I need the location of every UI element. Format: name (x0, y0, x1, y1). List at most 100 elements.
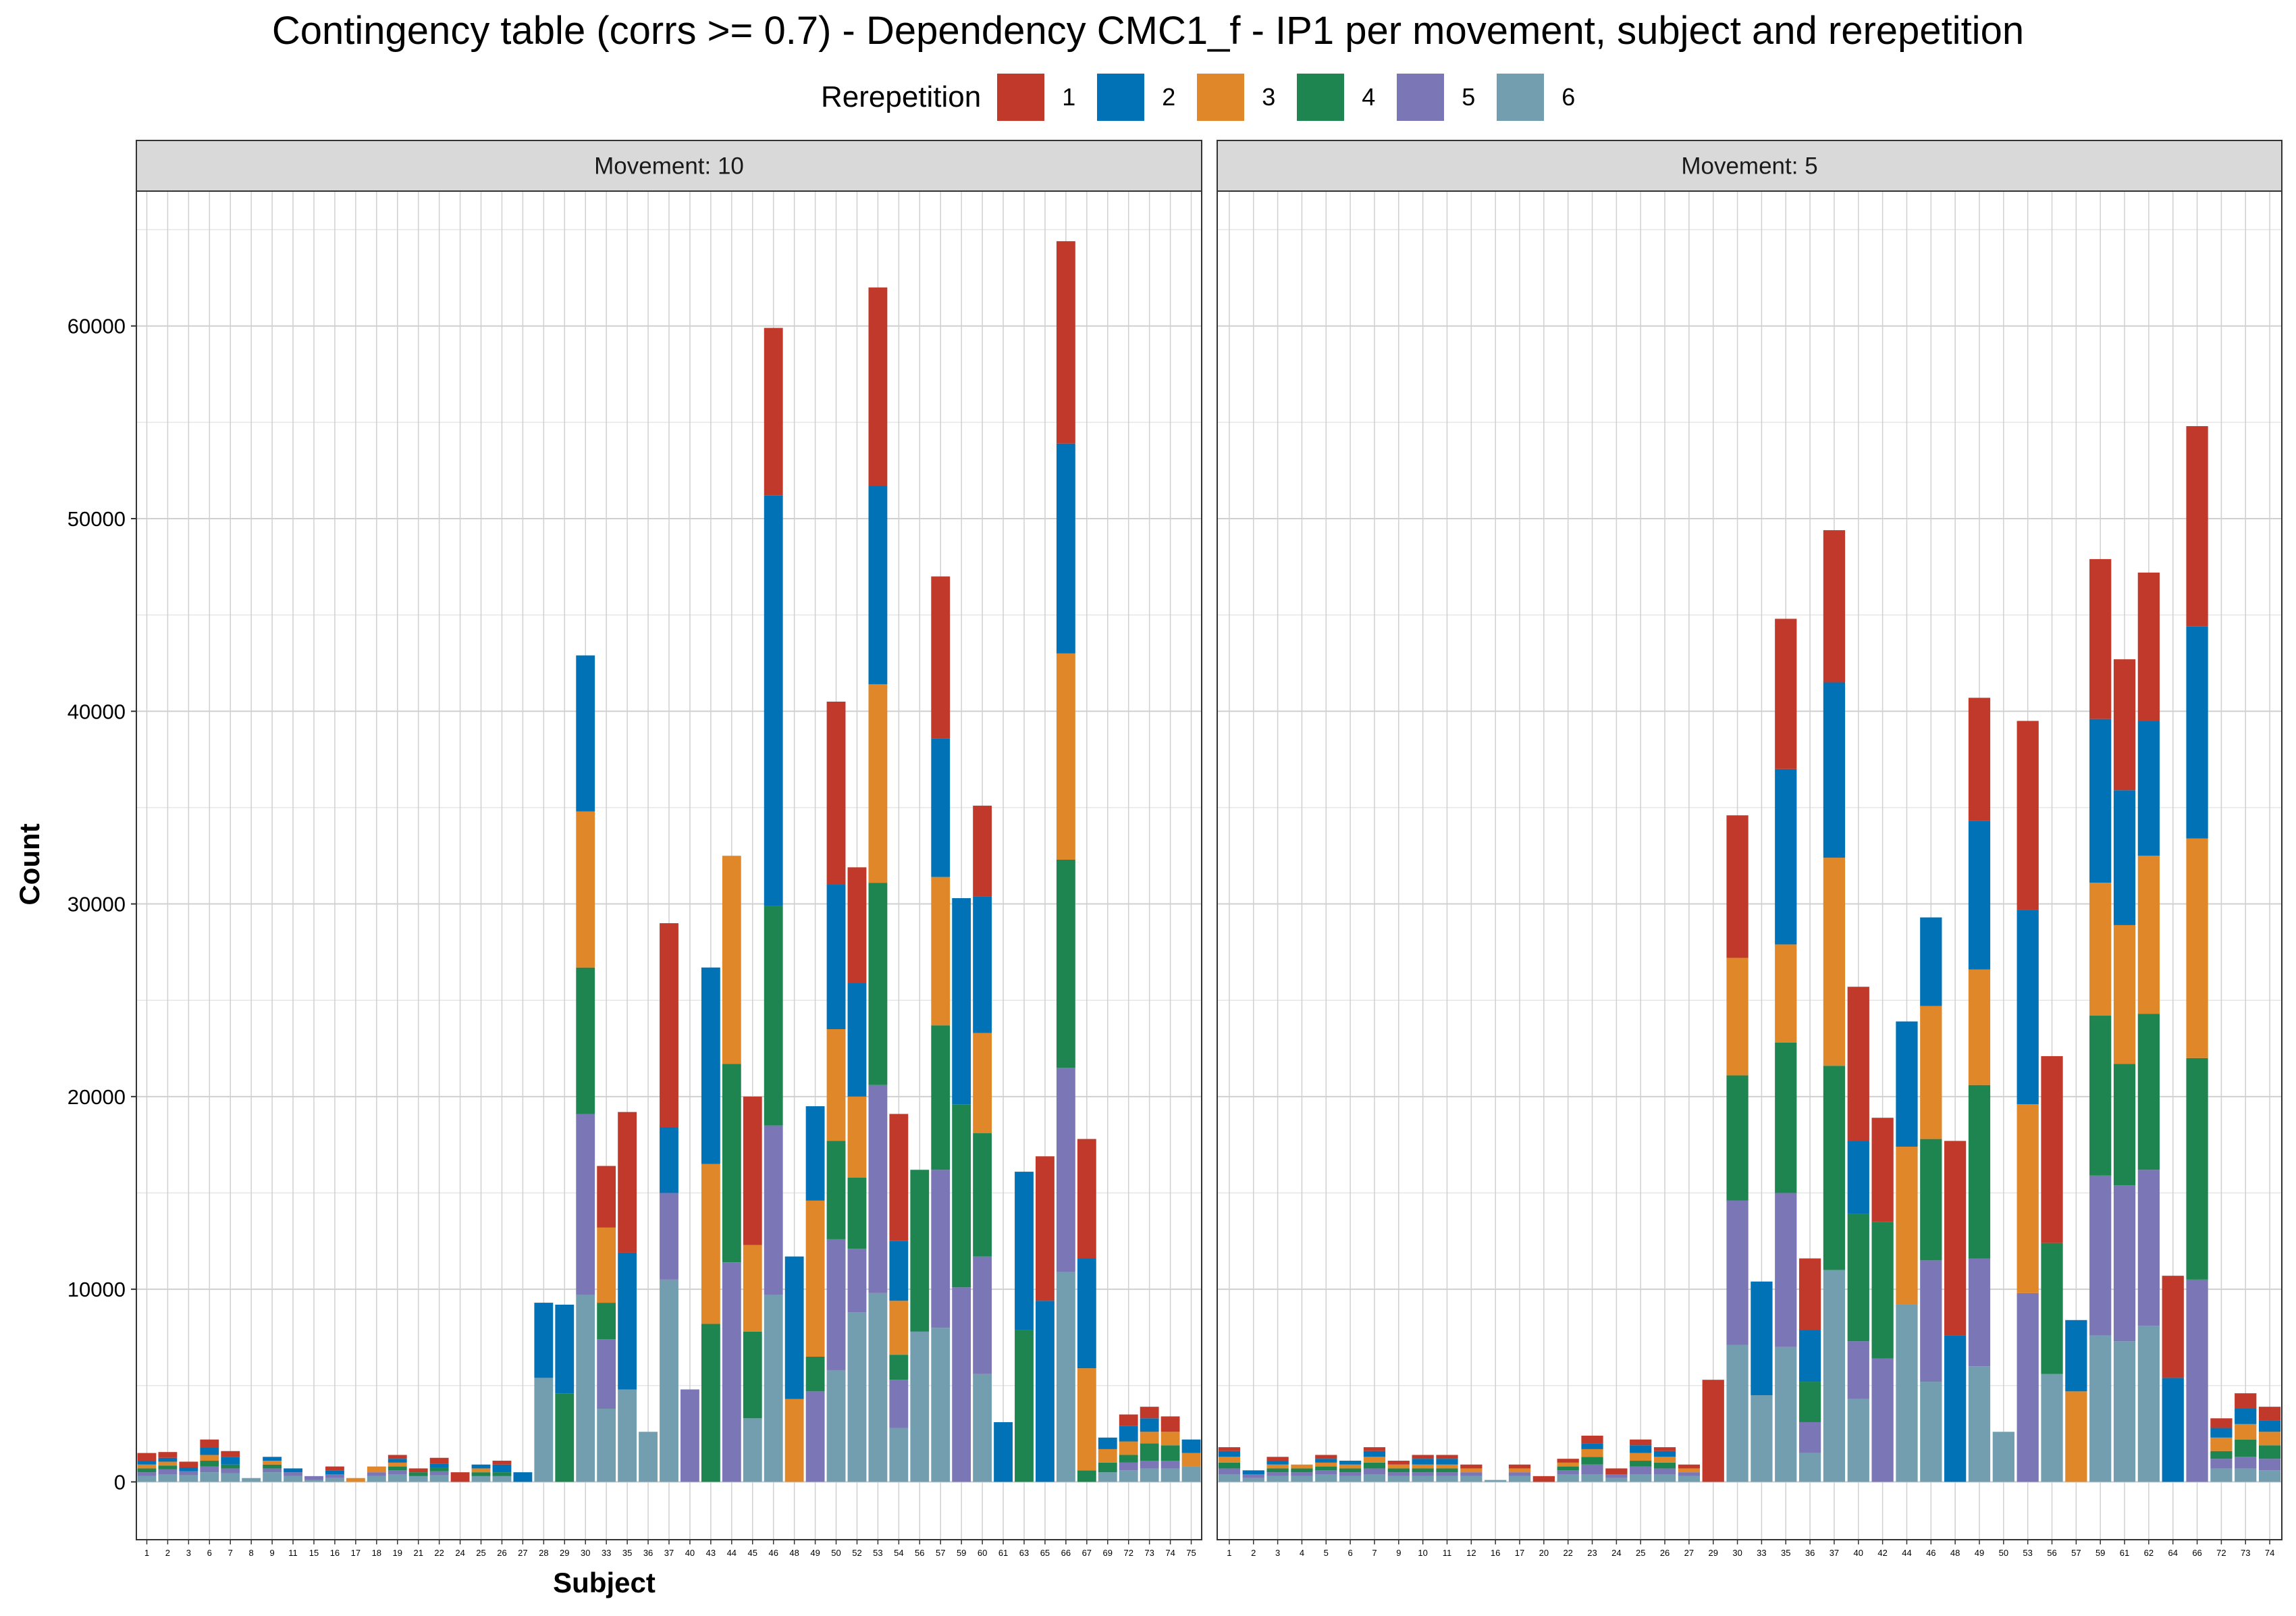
x-tick-label: 35 (1781, 1548, 1790, 1558)
bar-segment-subject-46-rep-4 (1920, 1139, 1942, 1261)
bar-segment-subject-23-rep-4 (1581, 1457, 1603, 1465)
bar-segment-subject-33-rep-1 (597, 1166, 616, 1228)
legend-swatch-4 (1297, 74, 1345, 121)
bar-segment-subject-75-rep-6 (1181, 1466, 1201, 1482)
bar-segment-subject-60-rep-3 (973, 1033, 992, 1134)
x-tick-label: 60 (978, 1548, 987, 1558)
x-tick-label: 48 (789, 1548, 799, 1558)
bar-segment-subject-2-rep-5 (1242, 1474, 1264, 1478)
bar-segment-subject-7-rep-6 (1363, 1474, 1386, 1482)
bar-segment-subject-59-rep-5 (2089, 1175, 2112, 1336)
bar-segment-subject-54-rep-2 (889, 1241, 909, 1301)
legend-swatch-2 (1097, 74, 1145, 121)
bar-segment-subject-7-rep-2 (1363, 1451, 1386, 1457)
x-tick-label: 44 (727, 1548, 737, 1558)
x-tick-label: 15 (309, 1548, 319, 1558)
bar-segment-subject-36-rep-6 (1798, 1453, 1821, 1482)
bar-segment-subject-35-rep-1 (1775, 619, 1797, 769)
bar-segment-subject-5-rep-4 (1315, 1466, 1337, 1471)
x-tick-label: 24 (455, 1548, 464, 1558)
bar-segment-subject-17-rep-6 (1508, 1476, 1531, 1482)
x-tick-label: 35 (622, 1548, 632, 1558)
x-tick-label: 72 (2216, 1548, 2226, 1558)
bar-segment-subject-9-rep-4 (1387, 1468, 1410, 1473)
x-tick-label: 66 (1061, 1548, 1071, 1558)
legend-item-2: 2 (1097, 74, 1197, 121)
bar-segment-subject-45-rep-4 (743, 1331, 762, 1419)
bar-segment-subject-69-rep-3 (1098, 1449, 1117, 1463)
bar-segment-subject-61-rep-1 (2113, 659, 2136, 791)
bar-segment-subject-16-rep-6 (325, 1478, 344, 1482)
bar-segment-subject-15-rep-6 (304, 1480, 323, 1482)
bar-segment-subject-18-rep-5 (367, 1472, 386, 1476)
bar-segment-subject-19-rep-2 (388, 1459, 407, 1463)
bar-segment-subject-9-rep-4 (263, 1464, 282, 1469)
bar-segment-subject-65-rep-1 (1036, 1156, 1054, 1301)
bar-segment-subject-53-rep-3 (868, 684, 888, 883)
legend-label-1: 1 (1062, 83, 1076, 111)
bar-segment-subject-6-rep-1 (200, 1439, 219, 1448)
bar-segment-subject-33-rep-6 (597, 1409, 616, 1482)
bar-segment-subject-22-rep-5 (429, 1471, 449, 1476)
bar-segment-subject-59-rep-6 (2089, 1335, 2112, 1482)
bar-segment-subject-7-rep-4 (221, 1464, 240, 1469)
bar-segment-subject-30-rep-4 (576, 967, 595, 1114)
bar-segment-subject-6-rep-5 (1339, 1472, 1362, 1476)
bar-segment-subject-30-rep-6 (576, 1295, 595, 1482)
bar-segment-subject-74-rep-6 (1160, 1468, 1180, 1482)
bar-segment-subject-26-rep-3 (1653, 1457, 1676, 1463)
bar-segment-subject-27-rep-1 (1678, 1464, 1701, 1469)
bar-segment-subject-49-rep-5 (805, 1391, 825, 1482)
bar-segment-subject-56-rep-4 (2041, 1243, 2063, 1374)
x-tick-label: 19 (393, 1548, 402, 1558)
bar-segment-subject-29-rep-4 (555, 1393, 575, 1482)
x-tick-label: 5 (1324, 1548, 1329, 1558)
bar-segment-subject-49-rep-2 (805, 1106, 825, 1201)
bar-segment-subject-42-rep-5 (1871, 1358, 1894, 1482)
bar-segment-subject-11-rep-2 (284, 1468, 302, 1473)
legend-title: Rerepetition (821, 80, 982, 113)
bar-segment-subject-3-rep-6 (179, 1475, 198, 1482)
bar-segment-subject-28-rep-6 (534, 1378, 554, 1482)
bar-segment-subject-66-rep-1 (1056, 241, 1075, 444)
bar-segment-subject-74-rep-2 (2258, 1420, 2281, 1432)
bar-segment-subject-53-rep-3 (2017, 1104, 2039, 1293)
facet-label: Movement: 10 (594, 153, 744, 180)
bar-segment-subject-22-rep-4 (1557, 1466, 1579, 1471)
bar-segment-subject-74-rep-1 (1160, 1416, 1180, 1432)
bar-segment-subject-7-rep-1 (1363, 1447, 1386, 1451)
legend-swatch-1 (997, 74, 1045, 121)
bar-segment-subject-22-rep-5 (1557, 1470, 1579, 1475)
x-tick-label: 57 (936, 1548, 945, 1558)
bar-segment-subject-69-rep-4 (1098, 1462, 1117, 1473)
bar-segment-subject-73-rep-3 (2235, 1424, 2257, 1440)
x-tick-label: 50 (1999, 1548, 2008, 1558)
bar-segment-subject-23-rep-1 (1581, 1435, 1603, 1444)
x-tick-label: 72 (1123, 1548, 1133, 1558)
bar-segment-subject-35-rep-6 (1775, 1347, 1797, 1482)
bar-segment-subject-6-rep-3 (1339, 1464, 1362, 1469)
bar-segment-subject-67-rep-1 (1077, 1139, 1096, 1259)
bar-segment-subject-44-rep-3 (1896, 1147, 1918, 1305)
x-tick-label: 49 (1975, 1548, 1984, 1558)
bar-segment-subject-40-rep-1 (1847, 987, 1869, 1141)
x-tick-label: 1 (144, 1548, 149, 1558)
bar-segment-subject-43-rep-3 (701, 1164, 720, 1324)
bar-segment-subject-12-rep-6 (1460, 1476, 1483, 1482)
bar-segment-subject-53-rep-1 (868, 287, 888, 486)
bar-segment-subject-64-rep-1 (2162, 1276, 2184, 1378)
x-tick-label: 7 (1372, 1548, 1377, 1558)
x-tick-label: 53 (873, 1548, 882, 1558)
x-tick-label: 27 (1684, 1548, 1694, 1558)
bar-segment-subject-24-rep-5 (1605, 1474, 1628, 1478)
bar-segment-subject-26-rep-2 (492, 1464, 512, 1473)
bar-segment-subject-22-rep-1 (429, 1457, 449, 1464)
x-tick-label: 46 (768, 1548, 778, 1558)
x-tick-label: 23 (1587, 1548, 1597, 1558)
bar-segment-subject-16-rep-2 (325, 1470, 344, 1475)
facet-label: Movement: 5 (1681, 153, 1817, 180)
x-axis-title: Subject (553, 1567, 656, 1598)
bar-segment-subject-40-rep-4 (1847, 1214, 1869, 1342)
bar-segment-subject-66-rep-1 (2186, 426, 2208, 627)
bar-segment-subject-46-rep-4 (764, 906, 783, 1126)
